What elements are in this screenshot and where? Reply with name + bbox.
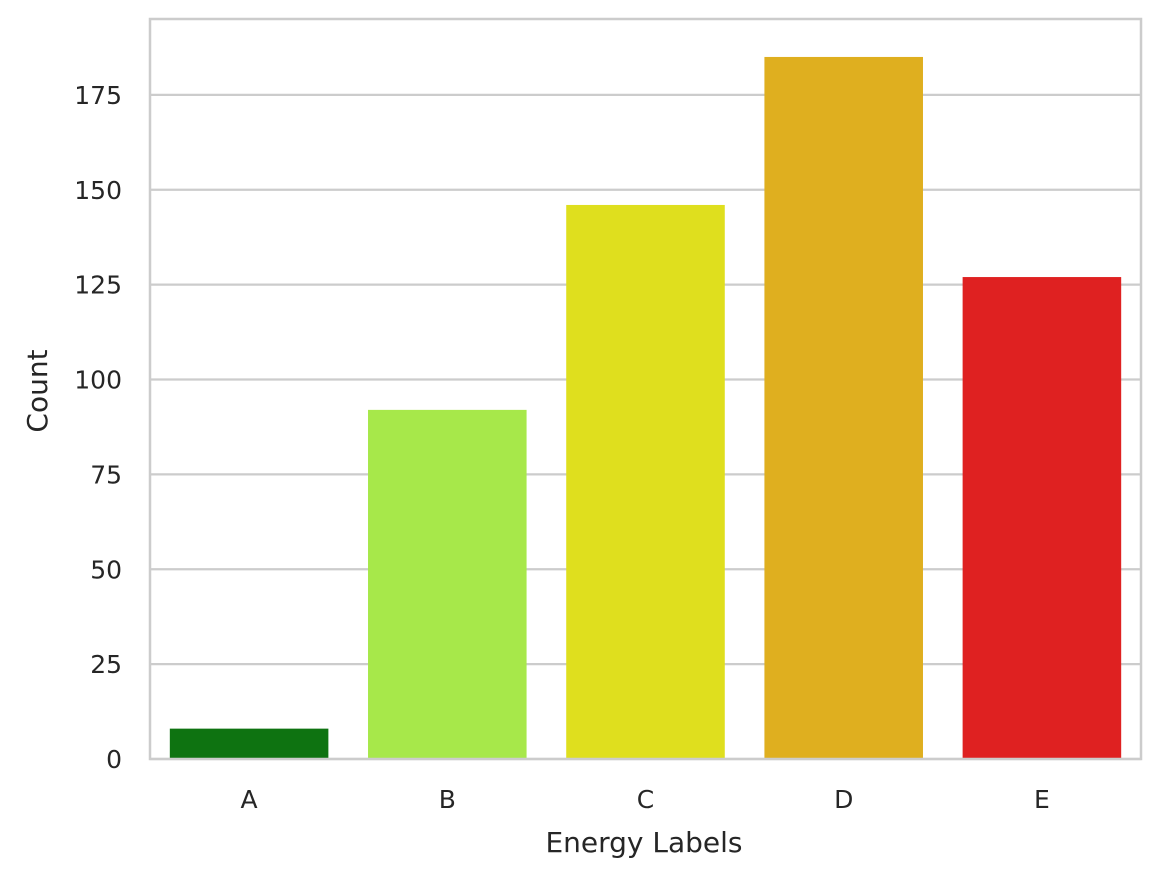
bar-e <box>962 277 1122 759</box>
bars <box>169 56 1122 759</box>
plot-frame <box>148 17 1143 761</box>
y-tick-label: 125 <box>74 271 122 300</box>
x-tick-label: C <box>637 785 654 814</box>
bar-d <box>764 56 923 759</box>
y-tick-label: 100 <box>74 366 122 395</box>
y-tick-label: 175 <box>74 81 122 110</box>
x-axis-title: Energy Labels <box>545 826 742 859</box>
bar-c <box>566 204 725 759</box>
x-tick-label: B <box>439 785 456 814</box>
y-axis-title: Count <box>21 349 54 432</box>
bar-b <box>368 409 527 759</box>
x-tick-label: D <box>834 785 853 814</box>
y-tick-label: 0 <box>106 745 122 774</box>
y-tick-labels: 0 25 50 75 100 125 150 175 <box>74 81 122 774</box>
x-tick-labels: A B C D E <box>241 785 1050 814</box>
x-tick-label: E <box>1034 785 1050 814</box>
y-tick-label: 25 <box>90 650 122 679</box>
y-tick-label: 150 <box>74 176 122 205</box>
bar-a <box>169 728 329 759</box>
x-tick-label: A <box>241 785 258 814</box>
y-tick-label: 50 <box>90 555 122 584</box>
y-tick-label: 75 <box>90 460 122 489</box>
